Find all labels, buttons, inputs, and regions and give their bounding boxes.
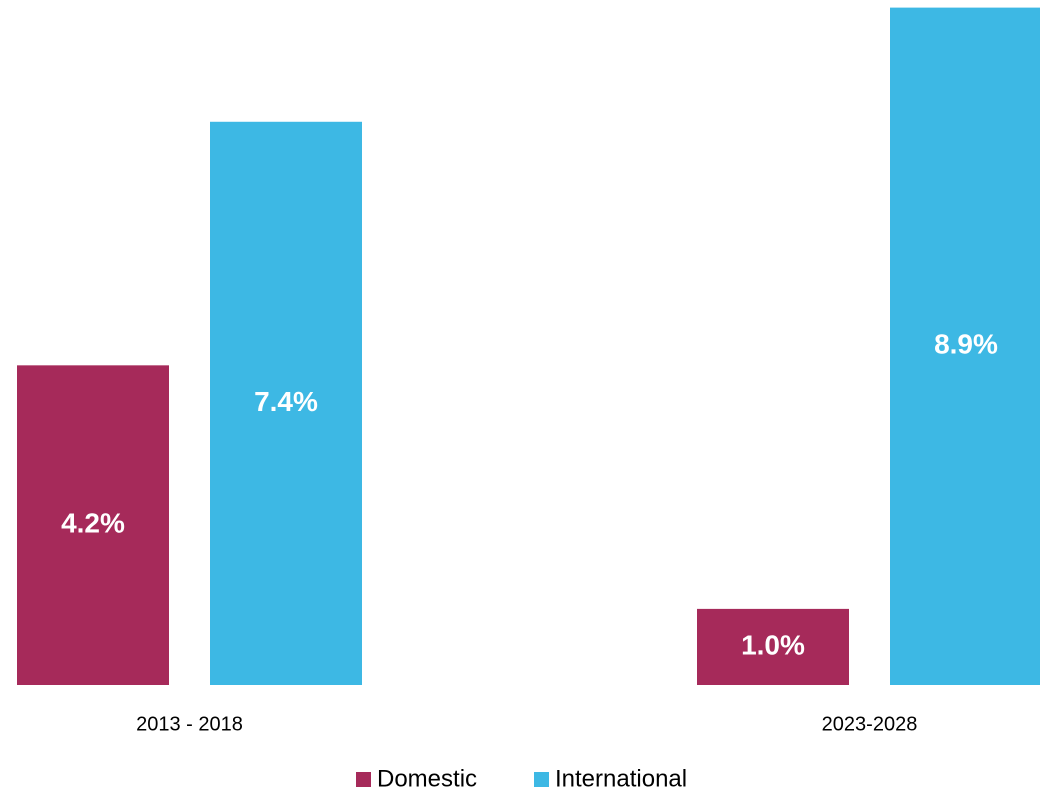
data-label: 1.0% [741, 629, 805, 660]
bar [210, 121, 362, 686]
x-tick-label: 2013 - 2018 [136, 713, 243, 735]
bar [697, 608, 849, 685]
bar [17, 365, 169, 685]
data-label: 4.2% [61, 508, 125, 539]
legend-swatch [534, 772, 549, 787]
bar [890, 7, 1040, 686]
data-label: 7.4% [254, 386, 318, 417]
legend-swatch [356, 772, 371, 787]
data-label: 8.9% [934, 329, 998, 360]
legend-label: International [555, 765, 687, 792]
x-tick-label: 2023-2028 [822, 713, 918, 735]
legend-label: Domestic [377, 765, 477, 792]
